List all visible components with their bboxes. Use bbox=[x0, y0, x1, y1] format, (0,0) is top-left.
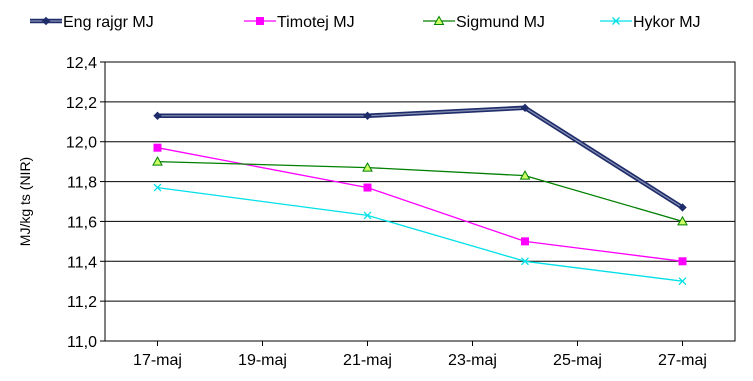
data-point bbox=[522, 238, 529, 245]
data-point bbox=[154, 144, 161, 151]
series-0 bbox=[154, 104, 686, 211]
grid bbox=[105, 102, 735, 301]
series-line bbox=[158, 162, 683, 222]
y-tick-label: 12,0 bbox=[66, 135, 97, 152]
data-point bbox=[154, 112, 161, 119]
y-tick-label: 11,0 bbox=[67, 334, 97, 351]
y-axis: 11,0 11,2 11,4 11,6 11,8 12,0 12,2 12,4 bbox=[66, 55, 105, 351]
legend-label: Eng rajgr MJ bbox=[63, 14, 154, 31]
legend-label: Hykor MJ bbox=[633, 14, 701, 31]
legend-label: Timotej MJ bbox=[277, 14, 355, 31]
series-2 bbox=[153, 157, 687, 225]
x-tick-label: 17-maj bbox=[133, 352, 182, 369]
x-tick-label: 19-maj bbox=[238, 352, 287, 369]
x-tick-label: 21-maj bbox=[343, 352, 392, 369]
data-point bbox=[679, 258, 686, 265]
y-tick-label: 11,8 bbox=[67, 175, 97, 192]
legend-item-3: Hykor MJ bbox=[600, 14, 701, 31]
legend-item-2: Sigmund MJ bbox=[423, 14, 545, 31]
y-tick-label: 11,6 bbox=[67, 214, 97, 231]
y-tick-label: 12,4 bbox=[66, 55, 97, 72]
series-layer bbox=[153, 104, 687, 284]
series-line bbox=[158, 148, 683, 262]
x-tick-label: 25-maj bbox=[553, 352, 602, 369]
x-axis: 17-maj 19-maj 21-maj 23-maj 25-maj 27-maj bbox=[133, 341, 707, 369]
x-tick-label: 23-maj bbox=[448, 352, 497, 369]
plot-area bbox=[105, 62, 735, 341]
data-point bbox=[364, 184, 371, 191]
y-tick-label: 11,2 bbox=[67, 294, 97, 311]
y-tick-label: 11,4 bbox=[67, 254, 97, 271]
legend-label: Sigmund MJ bbox=[456, 14, 545, 31]
y-tick-label: 12,2 bbox=[66, 95, 97, 112]
y-axis-label: MJ/kg ts (NIR) bbox=[17, 157, 33, 246]
legend-item-1: Timotej MJ bbox=[244, 14, 355, 31]
series-1 bbox=[154, 144, 686, 265]
series-line bbox=[158, 188, 683, 282]
legend-marker bbox=[257, 18, 264, 25]
legend-marker bbox=[43, 18, 50, 25]
data-point bbox=[364, 112, 371, 119]
legend: Eng rajgr MJ Timotej MJ Sigmund MJ Hykor MJ bbox=[30, 14, 701, 31]
legend-item-0: Eng rajgr MJ bbox=[30, 14, 154, 31]
x-tick-label: 27-maj bbox=[658, 352, 707, 369]
series-line bbox=[158, 108, 683, 208]
